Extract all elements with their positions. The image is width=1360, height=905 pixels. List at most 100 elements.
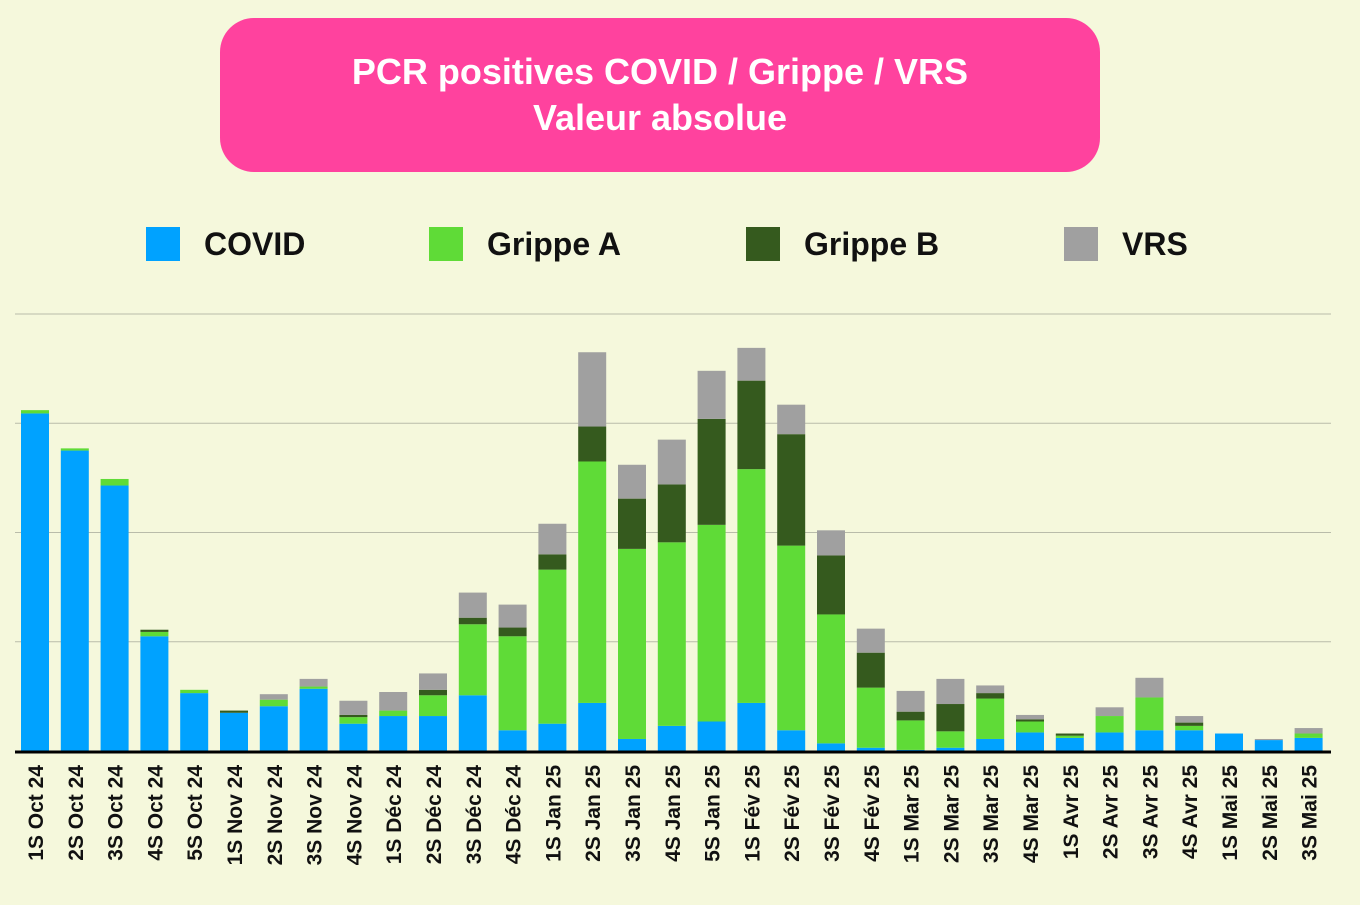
bar-covid-6 <box>259 706 288 751</box>
x-tick-label: 3S Déc 24 <box>463 765 486 865</box>
bar-grippe-a-10 <box>419 695 447 717</box>
bar-grippe-b-15 <box>618 498 646 549</box>
bar-covid-18 <box>737 702 766 751</box>
bar-vrs-28 <box>1135 677 1164 698</box>
bar-vrs-22 <box>896 690 925 712</box>
x-tick-label: 2S Nov 24 <box>264 765 287 866</box>
bar-covid-23 <box>936 747 965 751</box>
bar-vrs-20 <box>817 530 845 556</box>
bar-covid-31 <box>1254 740 1283 751</box>
legend-label-covid: COVID <box>204 225 306 262</box>
bar-vrs-9 <box>379 692 408 711</box>
bar-grippe-a-19 <box>777 545 806 731</box>
bar-grippe-b-20 <box>817 555 845 615</box>
legend-label-grippe-b: Grippe B <box>804 225 940 262</box>
bar-covid-20 <box>817 743 845 751</box>
bar-grippe-a-27 <box>1095 716 1124 733</box>
bar-covid-27 <box>1095 732 1124 751</box>
bar-covid-32 <box>1294 737 1323 751</box>
bar-covid-4 <box>180 693 209 751</box>
x-tick-label: 4S Déc 24 <box>503 765 526 865</box>
bar-vrs-7 <box>299 678 328 687</box>
bar-vrs-32 <box>1294 728 1323 734</box>
x-tick-label: 4S Mar 25 <box>1020 765 1043 863</box>
bar-covid-30 <box>1215 733 1243 751</box>
bar-grippe-a-21 <box>856 687 885 748</box>
bar-grippe-a-26 <box>1055 735 1084 738</box>
x-tick-label: 3S Jan 25 <box>622 765 645 862</box>
chart-title-box: PCR positives COVID / Grippe / VRS Valeu… <box>220 18 1100 172</box>
x-tick-label: 1S Avr 25 <box>1060 765 1083 859</box>
bar-covid-22 <box>896 749 925 751</box>
bar-covid-19 <box>777 730 806 751</box>
bar-grippe-b-23 <box>936 704 965 732</box>
bar-covid-1 <box>60 450 89 751</box>
bar-covid-2 <box>100 485 129 751</box>
legend-swatch-grippe-b <box>746 227 780 261</box>
x-tick-label: 1S Fév 25 <box>741 765 764 862</box>
bar-grippe-b-8 <box>339 714 368 718</box>
bar-grippe-a-11 <box>458 624 487 696</box>
bar-vrs-19 <box>777 404 806 435</box>
bar-grippe-b-13 <box>538 554 567 570</box>
bar-covid-14 <box>578 702 607 751</box>
legend-label-grippe-a: Grippe A <box>487 225 621 262</box>
bar-covid-26 <box>1055 737 1084 751</box>
chart-title: PCR positives COVID / Grippe / VRS <box>351 51 969 92</box>
x-tick-label: 4S Avr 25 <box>1179 765 1202 859</box>
x-tick-label: 4S Jan 25 <box>662 765 685 862</box>
x-tick-label: 3S Mar 25 <box>980 765 1003 863</box>
x-tick-label: 1S Déc 24 <box>383 765 406 865</box>
x-tick-label: 2S Avr 25 <box>1100 765 1123 859</box>
bar-vrs-11 <box>458 592 487 618</box>
bar-grippe-b-25 <box>1016 719 1044 722</box>
bar-grippe-a-6 <box>259 699 288 707</box>
bar-grippe-b-22 <box>896 711 925 721</box>
legend-swatch-grippe-a <box>429 227 463 261</box>
bar-vrs-27 <box>1095 707 1124 717</box>
x-tick-label: 4S Nov 24 <box>343 765 366 866</box>
bar-grippe-a-2 <box>100 478 129 486</box>
bar-vrs-12 <box>498 604 527 628</box>
bar-covid-11 <box>458 695 487 751</box>
x-tick-label: 5S Jan 25 <box>702 765 725 862</box>
x-tick-label: 3S Avr 25 <box>1139 765 1162 859</box>
x-tick-label: 1S Nov 24 <box>224 765 247 866</box>
bar-grippe-a-7 <box>299 686 328 689</box>
bar-grippe-a-20 <box>817 614 845 744</box>
x-tick-label: 1S Mai 25 <box>1219 765 1242 861</box>
x-tick-label: 2S Fév 25 <box>781 765 804 862</box>
bar-covid-28 <box>1135 730 1164 751</box>
bar-covid-25 <box>1016 732 1044 751</box>
x-tick-label: 2S Déc 24 <box>423 765 446 865</box>
bar-grippe-a-23 <box>936 731 965 748</box>
legend-item-grippe-b: Grippe B <box>746 226 939 262</box>
bar-grippe-b-19 <box>777 434 806 546</box>
bar-vrs-21 <box>856 628 885 653</box>
bar-grippe-b-14 <box>578 426 607 462</box>
x-tick-label: 1S Jan 25 <box>542 765 565 862</box>
legend-item-grippe-a: Grippe A <box>429 226 621 262</box>
bar-covid-5 <box>220 712 248 751</box>
chart-subtitle: Valeur absolue <box>532 97 788 138</box>
bar-vrs-23 <box>936 678 965 705</box>
bar-grippe-a-12 <box>498 636 527 731</box>
x-tick-label: 3S Mai 25 <box>1299 765 1322 861</box>
legend-swatch-vrs <box>1064 227 1098 261</box>
bar-grippe-b-18 <box>737 380 766 470</box>
bar-vrs-31 <box>1254 738 1283 741</box>
bar-grippe-b-24 <box>976 693 1005 699</box>
x-tick-label: 2S Oct 24 <box>65 765 88 861</box>
bar-covid-15 <box>618 738 646 751</box>
bar-covid-12 <box>498 730 527 751</box>
bar-vrs-14 <box>578 352 607 427</box>
bar-grippe-b-3 <box>140 629 169 632</box>
bar-vrs-24 <box>976 685 1005 694</box>
legend-swatch-covid <box>146 227 180 261</box>
bar-covid-10 <box>419 716 447 751</box>
x-tick-label: 3S Oct 24 <box>105 765 128 861</box>
bar-vrs-15 <box>618 464 646 499</box>
x-tick-label: 3S Fév 25 <box>821 765 844 862</box>
bar-covid-8 <box>339 723 368 751</box>
bar-vrs-8 <box>339 700 368 715</box>
